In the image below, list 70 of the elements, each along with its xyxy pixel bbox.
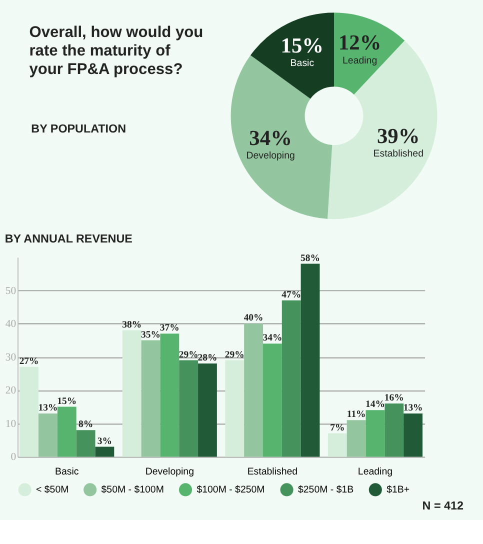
data-label: 37%: [160, 322, 180, 334]
data-label: 13%: [403, 402, 423, 414]
bar: [122, 330, 142, 457]
text: Overall, how would you rate the maturity of your FP&A process?: [29, 24, 204, 78]
legend-label: $100M - $250M: [196, 484, 265, 496]
legend-label: $250M - $1B: [298, 484, 354, 496]
data-label: 47%: [282, 289, 302, 300]
data-label: 11%: [346, 409, 366, 420]
bar: [95, 446, 114, 457]
bar: [346, 420, 366, 457]
data-label: 39%: [376, 124, 420, 148]
bar: [384, 403, 404, 457]
slice-label: Basic: [290, 58, 314, 70]
bar: [57, 406, 76, 457]
bar: [366, 410, 385, 457]
bar: [282, 300, 301, 457]
text: N = 412: [422, 499, 464, 512]
data-label: 58%: [300, 252, 320, 264]
y-tick-label: 10: [5, 418, 16, 430]
data-label: 15%: [280, 33, 324, 58]
data-label: 29%: [178, 349, 198, 360]
donut-slice: [334, 12, 405, 95]
bar: [141, 340, 160, 457]
data-label: 40%: [244, 312, 264, 324]
bar: [38, 413, 58, 457]
data-label: 28%: [198, 352, 218, 364]
data-label: 15%: [57, 396, 77, 407]
bar: [244, 324, 263, 457]
data-label: 14%: [366, 399, 385, 410]
data-label: 13%: [38, 402, 58, 414]
slice-label: Established: [373, 148, 424, 160]
data-label: 3%: [97, 436, 112, 447]
bar: [160, 334, 180, 457]
donut-slice: [250, 12, 334, 99]
legend-label: $1B+: [386, 484, 410, 496]
text: BY POPULATION: [31, 122, 126, 136]
data-label: 38%: [122, 319, 142, 330]
y-tick-label: 0: [10, 451, 16, 464]
y-tick-label: 50: [5, 284, 16, 297]
slice-label: Developing: [246, 150, 295, 162]
y-tick-label: 20: [5, 384, 16, 397]
donut-slice: [230, 55, 332, 219]
bar: [20, 366, 38, 457]
bar: [76, 430, 96, 457]
bar: [198, 364, 217, 457]
bar: [404, 413, 423, 457]
legend-label: $50M - $100M: [101, 484, 164, 496]
x-tick-label: Established: [247, 466, 298, 478]
slice-label: Leading: [342, 55, 378, 66]
bar: [262, 344, 282, 457]
data-label: 27%: [19, 356, 39, 367]
data-label: 12%: [338, 30, 382, 55]
data-label: 35%: [141, 329, 160, 340]
bar: [179, 360, 198, 457]
legend-label: < $50M: [36, 484, 69, 496]
bar: [328, 433, 347, 457]
y-tick-label: 40: [5, 318, 16, 330]
data-label: 8%: [78, 419, 94, 430]
x-tick-label: Basic: [54, 466, 79, 478]
x-tick-label: Leading: [358, 466, 393, 478]
data-label: 34%: [249, 126, 292, 150]
x-tick-label: Developing: [145, 466, 194, 478]
bar: [300, 264, 320, 457]
y-tick-label: 30: [5, 351, 16, 364]
chart-title: BY ANNUAL REVENUE: [4, 232, 133, 246]
data-label: 29%: [224, 349, 244, 360]
data-label: 34%: [262, 332, 282, 344]
bar: [225, 360, 244, 457]
data-label: 16%: [384, 392, 404, 404]
data-label: 7%: [330, 422, 345, 434]
